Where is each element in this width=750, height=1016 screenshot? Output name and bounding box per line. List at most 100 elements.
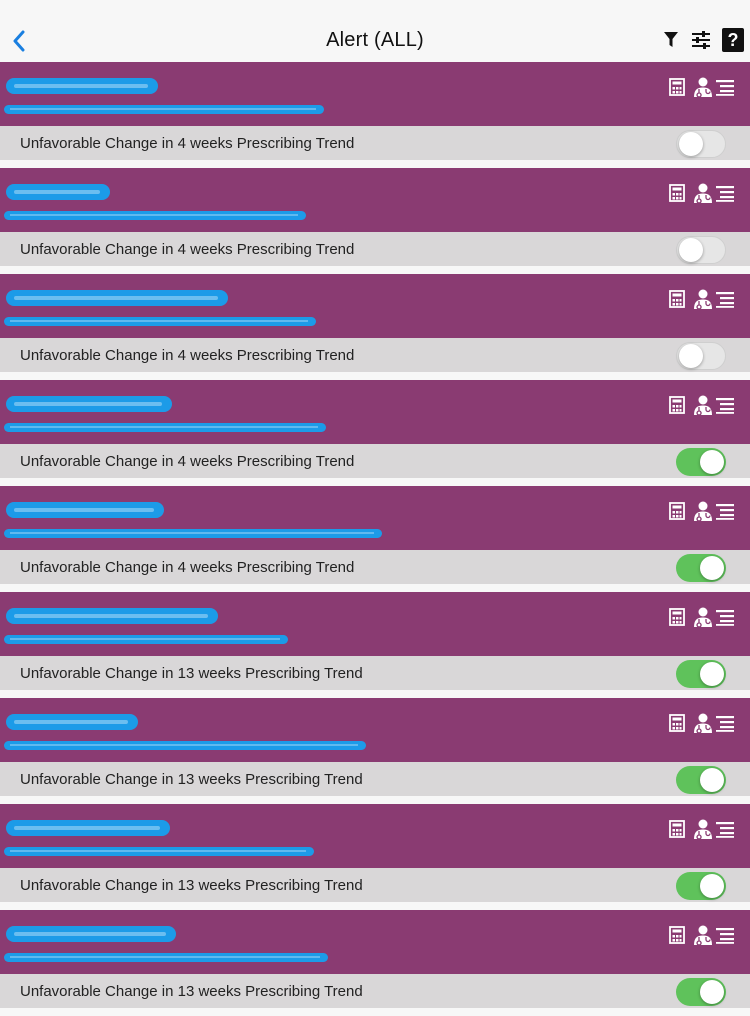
list-icon (716, 716, 734, 732)
back-button[interactable] (6, 26, 32, 56)
alert-toggle[interactable] (676, 236, 726, 264)
calculator-icon (669, 608, 685, 626)
filter-icon (664, 32, 678, 47)
toggle-knob (700, 450, 724, 474)
doctor-icon (694, 501, 712, 521)
back-chevron-icon (13, 30, 25, 52)
prescriber-header[interactable] (0, 62, 750, 126)
redacted-prescriber-address (4, 423, 326, 432)
alert-row: Unfavorable Change in 13 weeks Prescribi… (0, 762, 750, 796)
list-icon (716, 822, 734, 838)
doctor-button[interactable] (692, 288, 714, 310)
alert-toggle[interactable] (676, 978, 726, 1006)
alert-label: Unfavorable Change in 4 weeks Prescribin… (20, 241, 355, 258)
doctor-button[interactable] (692, 182, 714, 204)
details-list-button[interactable] (714, 818, 736, 840)
calculator-button[interactable] (666, 606, 688, 628)
prescriber-header[interactable] (0, 592, 750, 656)
doctor-icon (694, 819, 712, 839)
alert-toggle[interactable] (676, 872, 726, 900)
toggle-knob (679, 132, 703, 156)
alert-label: Unfavorable Change in 13 weeks Prescribi… (20, 771, 363, 788)
doctor-button[interactable] (692, 500, 714, 522)
alert-toggle[interactable] (676, 130, 726, 158)
prescriber-header[interactable] (0, 486, 750, 550)
sliders-icon (692, 31, 710, 49)
details-list-button[interactable] (714, 712, 736, 734)
redacted-prescriber-address (4, 529, 382, 538)
alert-label: Unfavorable Change in 13 weeks Prescribi… (20, 983, 363, 1000)
details-list-button[interactable] (714, 606, 736, 628)
prescriber-header[interactable] (0, 698, 750, 762)
calculator-button[interactable] (666, 394, 688, 416)
prescriber-header[interactable] (0, 168, 750, 232)
doctor-icon (694, 925, 712, 945)
details-list-button[interactable] (714, 182, 736, 204)
redacted-prescriber-name (6, 926, 176, 942)
alert-toggle[interactable] (676, 448, 726, 476)
doctor-button[interactable] (692, 924, 714, 946)
redacted-prescriber-address (4, 105, 324, 114)
redacted-prescriber-name (6, 820, 170, 836)
alert-label: Unfavorable Change in 4 weeks Prescribin… (20, 559, 355, 576)
prescriber-header[interactable] (0, 910, 750, 974)
calculator-button[interactable] (666, 288, 688, 310)
alert-toggle[interactable] (676, 342, 726, 370)
prescriber-header[interactable] (0, 380, 750, 444)
alert-row: Unfavorable Change in 4 weeks Prescribin… (0, 126, 750, 160)
calculator-button[interactable] (666, 924, 688, 946)
alert-toggle[interactable] (676, 554, 726, 582)
redacted-prescriber-name (6, 396, 172, 412)
prescriber-header[interactable] (0, 274, 750, 338)
redacted-prescriber-address (4, 953, 328, 962)
list-icon (716, 504, 734, 520)
doctor-button[interactable] (692, 606, 714, 628)
alert-row: Unfavorable Change in 13 weeks Prescribi… (0, 974, 750, 1008)
details-list-button[interactable] (714, 288, 736, 310)
doctor-button[interactable] (692, 712, 714, 734)
redacted-prescriber-name (6, 184, 110, 200)
toggle-knob (700, 556, 724, 580)
prescriber-card: Unfavorable Change in 4 weeks Prescribin… (0, 380, 750, 486)
prescriber-header[interactable] (0, 804, 750, 868)
alert-row: Unfavorable Change in 13 weeks Prescribi… (0, 868, 750, 902)
details-list-button[interactable] (714, 76, 736, 98)
doctor-icon (694, 395, 712, 415)
details-list-button[interactable] (714, 500, 736, 522)
doctor-button[interactable] (692, 818, 714, 840)
calculator-button[interactable] (666, 712, 688, 734)
prescriber-card: Unfavorable Change in 13 weeks Prescribi… (0, 910, 750, 1016)
page-title: Alert (ALL) (326, 29, 424, 51)
calculator-button[interactable] (666, 818, 688, 840)
details-list-button[interactable] (714, 394, 736, 416)
prescriber-card: Unfavorable Change in 13 weeks Prescribi… (0, 804, 750, 910)
help-button[interactable]: ? (722, 28, 744, 52)
toggle-knob (700, 874, 724, 898)
alert-toggle[interactable] (676, 660, 726, 688)
alert-toggle[interactable] (676, 766, 726, 794)
redacted-prescriber-address (4, 741, 366, 750)
redacted-prescriber-name (6, 714, 138, 730)
settings-button[interactable] (687, 26, 715, 54)
calculator-icon (669, 78, 685, 96)
list-icon (716, 80, 734, 96)
calculator-button[interactable] (666, 76, 688, 98)
details-list-button[interactable] (714, 924, 736, 946)
doctor-icon (694, 607, 712, 627)
doctor-button[interactable] (692, 394, 714, 416)
alert-row: Unfavorable Change in 4 weeks Prescribin… (0, 338, 750, 372)
calculator-icon (669, 184, 685, 202)
filter-button[interactable] (657, 26, 685, 54)
redacted-prescriber-address (4, 635, 288, 644)
prescriber-card: Unfavorable Change in 4 weeks Prescribin… (0, 168, 750, 274)
toggle-knob (679, 238, 703, 262)
list-icon (716, 186, 734, 202)
calculator-button[interactable] (666, 500, 688, 522)
calculator-button[interactable] (666, 182, 688, 204)
alert-label: Unfavorable Change in 4 weeks Prescribin… (20, 347, 355, 364)
redacted-prescriber-address (4, 211, 306, 220)
list-icon (716, 610, 734, 626)
doctor-button[interactable] (692, 76, 714, 98)
alert-label: Unfavorable Change in 4 weeks Prescribin… (20, 135, 355, 152)
redacted-prescriber-name (6, 78, 158, 94)
